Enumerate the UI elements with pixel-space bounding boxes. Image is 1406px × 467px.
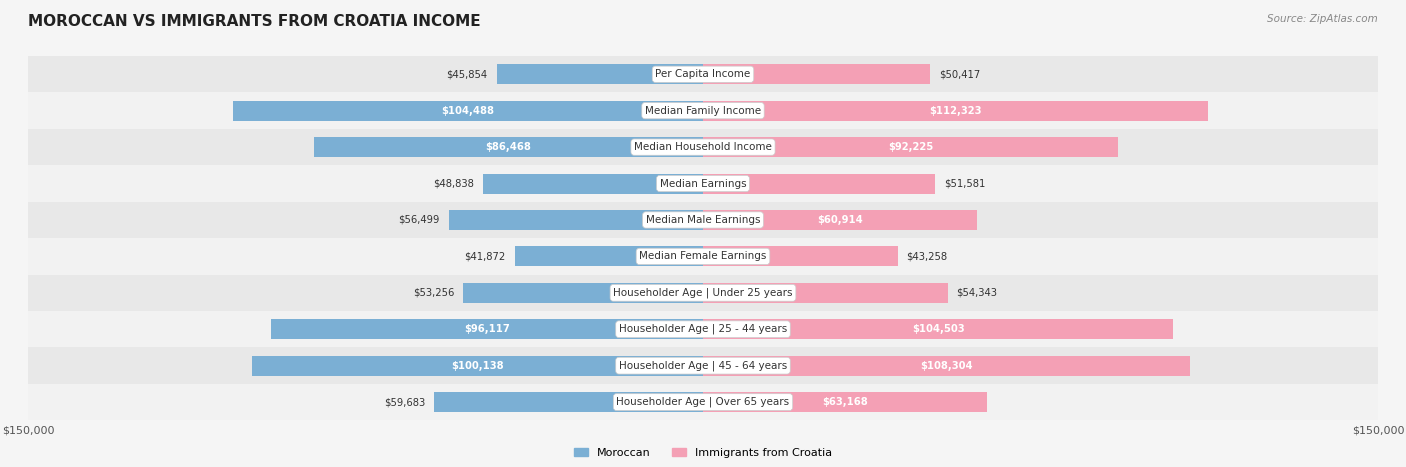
Text: $41,872: $41,872 xyxy=(464,251,506,262)
Bar xyxy=(314,137,703,157)
Text: $96,117: $96,117 xyxy=(464,324,509,334)
Text: Per Capita Income: Per Capita Income xyxy=(655,69,751,79)
Bar xyxy=(434,392,703,412)
Text: $104,503: $104,503 xyxy=(911,324,965,334)
Text: Median Female Earnings: Median Female Earnings xyxy=(640,251,766,262)
Bar xyxy=(703,247,897,266)
Text: $50,417: $50,417 xyxy=(939,69,980,79)
Bar xyxy=(270,319,703,339)
Bar xyxy=(703,283,948,303)
Bar xyxy=(28,92,1378,129)
Bar xyxy=(464,283,703,303)
Text: Median Male Earnings: Median Male Earnings xyxy=(645,215,761,225)
Text: Median Household Income: Median Household Income xyxy=(634,142,772,152)
Bar xyxy=(28,347,1378,384)
Bar xyxy=(703,137,1118,157)
Text: Householder Age | 45 - 64 years: Householder Age | 45 - 64 years xyxy=(619,361,787,371)
Text: Householder Age | 25 - 44 years: Householder Age | 25 - 44 years xyxy=(619,324,787,334)
Bar xyxy=(28,202,1378,238)
Text: $56,499: $56,499 xyxy=(398,215,440,225)
Bar xyxy=(253,356,703,375)
Text: $108,304: $108,304 xyxy=(921,361,973,371)
Text: $60,914: $60,914 xyxy=(817,215,863,225)
Bar xyxy=(28,238,1378,275)
Text: $54,343: $54,343 xyxy=(956,288,997,298)
Text: $53,256: $53,256 xyxy=(413,288,454,298)
Bar xyxy=(28,56,1378,92)
Text: $59,683: $59,683 xyxy=(384,397,426,407)
Bar xyxy=(515,247,703,266)
Text: $112,323: $112,323 xyxy=(929,106,981,116)
Text: Householder Age | Over 65 years: Householder Age | Over 65 years xyxy=(616,397,790,407)
Text: $104,488: $104,488 xyxy=(441,106,495,116)
Bar xyxy=(703,210,977,230)
Text: $51,581: $51,581 xyxy=(943,178,986,189)
Text: $92,225: $92,225 xyxy=(887,142,934,152)
Bar xyxy=(703,356,1191,375)
Bar xyxy=(28,129,1378,165)
Text: $45,854: $45,854 xyxy=(447,69,488,79)
Text: $48,838: $48,838 xyxy=(433,178,474,189)
Legend: Moroccan, Immigrants from Croatia: Moroccan, Immigrants from Croatia xyxy=(569,443,837,462)
Bar xyxy=(703,174,935,193)
Bar xyxy=(28,165,1378,202)
Text: $63,168: $63,168 xyxy=(823,397,868,407)
Bar xyxy=(449,210,703,230)
Text: MOROCCAN VS IMMIGRANTS FROM CROATIA INCOME: MOROCCAN VS IMMIGRANTS FROM CROATIA INCO… xyxy=(28,14,481,29)
Text: Median Family Income: Median Family Income xyxy=(645,106,761,116)
Text: $43,258: $43,258 xyxy=(907,251,948,262)
Text: Source: ZipAtlas.com: Source: ZipAtlas.com xyxy=(1267,14,1378,24)
Text: Householder Age | Under 25 years: Householder Age | Under 25 years xyxy=(613,288,793,298)
Bar xyxy=(703,392,987,412)
Bar xyxy=(484,174,703,193)
Text: $100,138: $100,138 xyxy=(451,361,503,371)
Bar xyxy=(496,64,703,84)
Bar xyxy=(233,101,703,120)
Bar xyxy=(703,101,1208,120)
Text: $86,468: $86,468 xyxy=(485,142,531,152)
Bar xyxy=(703,64,929,84)
Text: Median Earnings: Median Earnings xyxy=(659,178,747,189)
Bar xyxy=(703,319,1173,339)
Bar xyxy=(28,275,1378,311)
Bar xyxy=(28,311,1378,347)
Bar xyxy=(28,384,1378,420)
